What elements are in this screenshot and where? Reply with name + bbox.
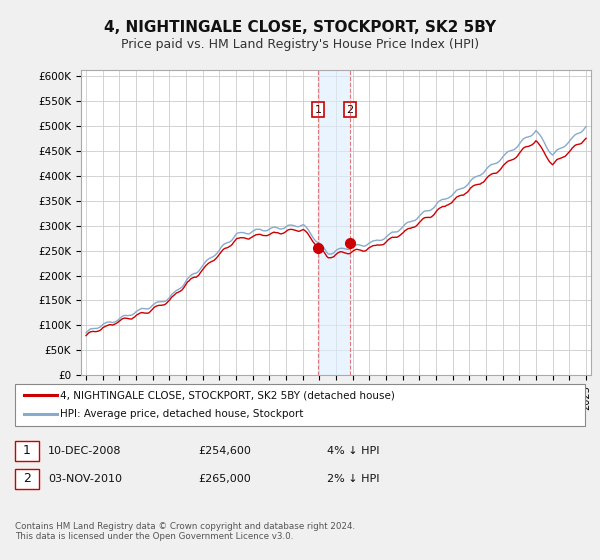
Text: HPI: Average price, detached house, Stockport: HPI: Average price, detached house, Stoc… [60,409,304,419]
Text: Contains HM Land Registry data © Crown copyright and database right 2024.
This d: Contains HM Land Registry data © Crown c… [15,522,355,542]
Text: 2: 2 [23,472,31,486]
Text: 2: 2 [346,105,353,115]
Text: £265,000: £265,000 [198,474,251,484]
Text: Price paid vs. HM Land Registry's House Price Index (HPI): Price paid vs. HM Land Registry's House … [121,38,479,50]
Text: 4, NIGHTINGALE CLOSE, STOCKPORT, SK2 5BY (detached house): 4, NIGHTINGALE CLOSE, STOCKPORT, SK2 5BY… [60,390,395,400]
Text: 03-NOV-2010: 03-NOV-2010 [48,474,122,484]
Text: 10-DEC-2008: 10-DEC-2008 [48,446,121,456]
Text: £254,600: £254,600 [198,446,251,456]
Bar [318,70,350,375]
Text: 4% ↓ HPI: 4% ↓ HPI [327,446,380,456]
Text: 2% ↓ HPI: 2% ↓ HPI [327,474,380,484]
Text: 4, NIGHTINGALE CLOSE, STOCKPORT, SK2 5BY: 4, NIGHTINGALE CLOSE, STOCKPORT, SK2 5BY [104,20,496,35]
Text: 1: 1 [23,444,31,458]
Text: 1: 1 [314,105,322,115]
